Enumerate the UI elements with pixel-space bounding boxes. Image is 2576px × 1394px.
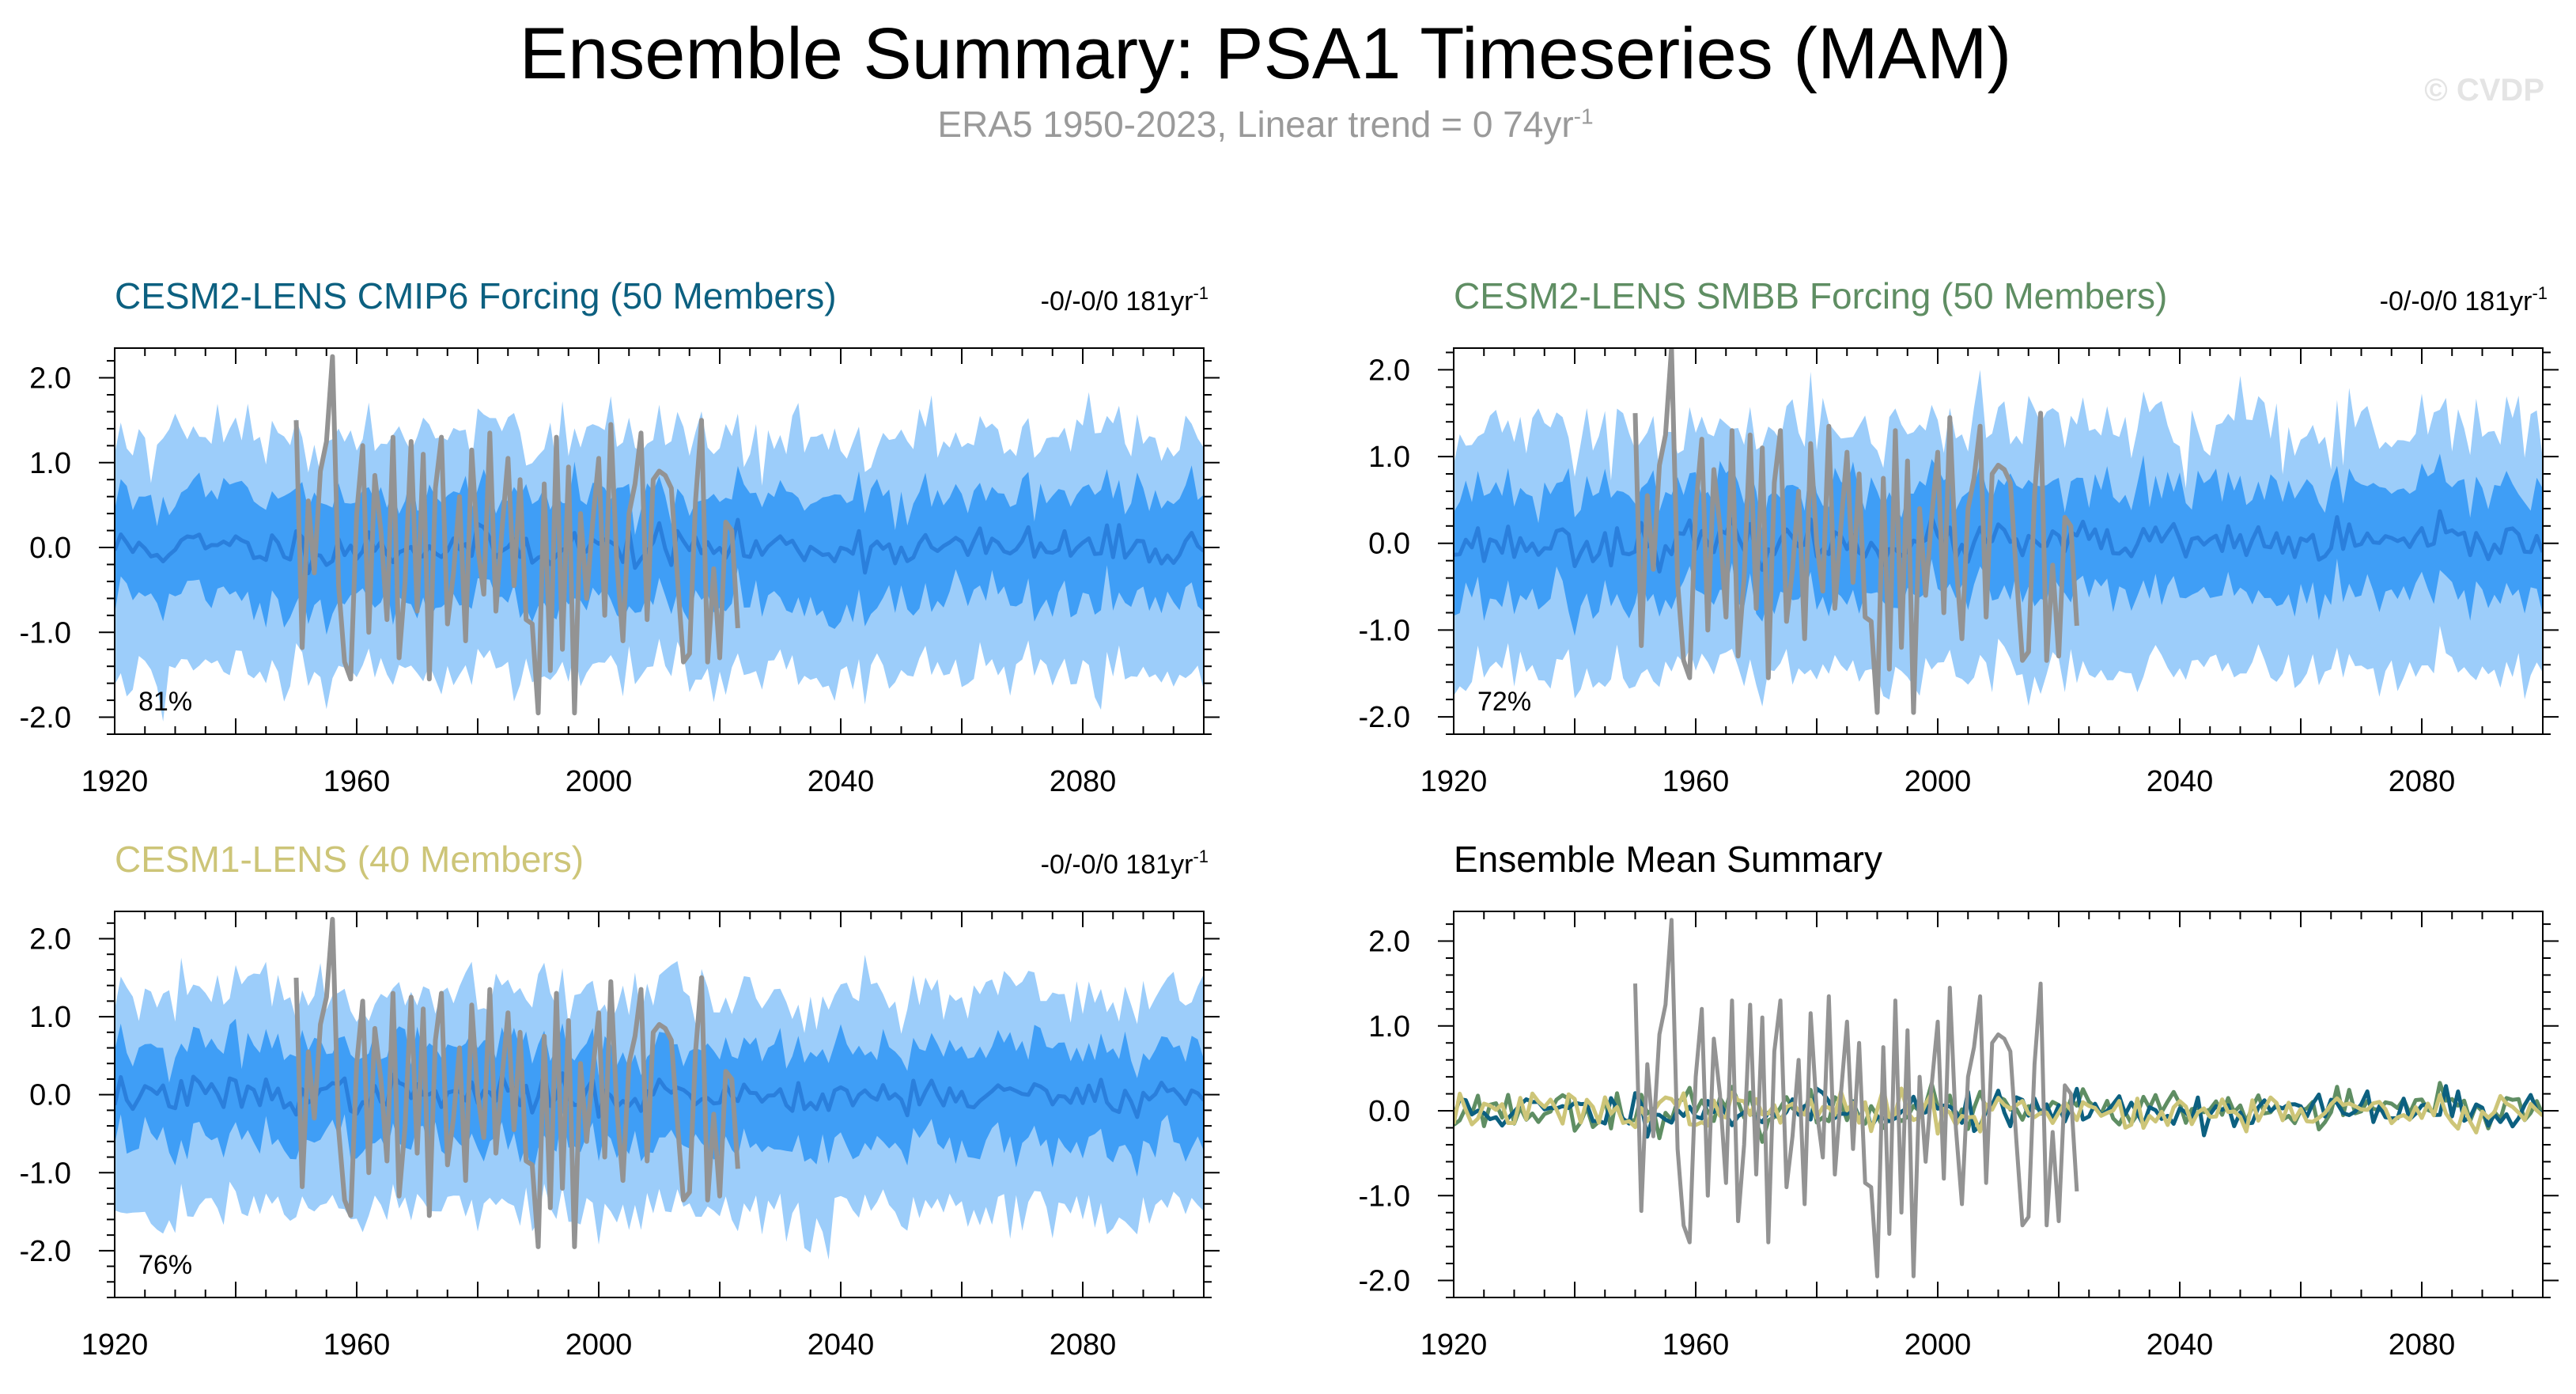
trend-label-smbb: -0/-0/0 181yr-1	[2380, 283, 2548, 316]
x-tick-label-smbb: 2080	[2389, 765, 2456, 798]
y-tick-label-summary: -1.0	[1359, 1180, 1410, 1213]
ensemble-mean-line-cesm1	[115, 1070, 1204, 1119]
subtitle-text: ERA5 1950-2023, Linear trend = 0 74yr	[937, 104, 1574, 145]
y-tick-label-smbb: 2.0	[1368, 354, 1410, 387]
y-tick-label-summary: 2.0	[1368, 926, 1410, 959]
band-inner-smbb	[1454, 453, 2543, 636]
x-tick-label-cmip6: 2040	[808, 765, 875, 798]
band-inner-cmip6	[115, 461, 1204, 635]
obs-line-cmip6	[293, 354, 740, 716]
y-tick-label-cesm1: 2.0	[29, 923, 71, 956]
figure-title: Ensemble Summary: PSA1 Timeseries (MAM)	[519, 13, 2012, 94]
y-tick-label-cmip6: -1.0	[20, 616, 71, 650]
percent-label-cesm1: 76%	[138, 1250, 192, 1280]
trend-text: -0/-0/0 181yr	[2380, 286, 2532, 316]
x-tick-label-smbb: 2040	[2147, 765, 2214, 798]
x-tick-label-cmip6: 1960	[323, 765, 391, 798]
y-tick-label-summary: -2.0	[1359, 1265, 1410, 1298]
y-tick-label-cmip6: 2.0	[29, 362, 71, 396]
panel-title-summary: Ensemble Mean Summary	[1454, 839, 1882, 880]
figure-subtitle: ERA5 1950-2023, Linear trend = 0 74yr-1	[0, 103, 2531, 146]
y-tick-label-summary: 0.0	[1368, 1095, 1410, 1128]
y-tick-label-smbb: -2.0	[1359, 701, 1410, 734]
x-tick-label-summary: 2040	[2147, 1328, 2214, 1362]
y-tick-label-summary: 1.0	[1368, 1010, 1410, 1044]
panel-title-smbb: CESM2-LENS SMBB Forcing (50 Members)	[1454, 275, 2167, 316]
panel-title-cesm1: CESM1-LENS (40 Members)	[115, 839, 584, 880]
trend-label-cmip6: -0/-0/0 181yr-1	[1041, 283, 1209, 316]
subtitle-superscript: -1	[1573, 104, 1594, 129]
y-tick-label-cesm1: 1.0	[29, 1001, 71, 1034]
y-tick-label-cmip6: 1.0	[29, 447, 71, 480]
ensemble-mean-line-smbb	[1454, 509, 2543, 574]
x-tick-label-summary: 2080	[2389, 1328, 2456, 1362]
y-tick-label-smbb: -1.0	[1359, 614, 1410, 647]
panel-title-cmip6: CESM2-LENS CMIP6 Forcing (50 Members)	[115, 275, 837, 316]
x-tick-label-summary: 1960	[1662, 1328, 1730, 1362]
cvdp-watermark: © CVDP	[2424, 73, 2544, 108]
ensemble-mean-line-cmip6	[115, 517, 1204, 575]
x-tick-label-smbb: 2000	[1905, 765, 1972, 798]
x-tick-label-smbb: 1920	[1420, 765, 1488, 798]
y-tick-label-cesm1: 0.0	[29, 1079, 71, 1112]
x-tick-label-cmip6: 2080	[1050, 765, 1117, 798]
trend-label-cesm1: -0/-0/0 181yr-1	[1041, 847, 1209, 880]
x-tick-label-summary: 1920	[1420, 1328, 1488, 1362]
x-tick-label-smbb: 1960	[1662, 765, 1730, 798]
y-tick-label-cmip6: -2.0	[20, 702, 71, 735]
summary-line-cmip6	[1454, 1084, 2543, 1139]
y-tick-label-cmip6: 0.0	[29, 532, 71, 565]
x-tick-label-cmip6: 1920	[81, 765, 149, 798]
trend-text: -0/-0/0 181yr	[1041, 850, 1193, 880]
x-tick-label-cesm1: 2040	[808, 1328, 875, 1362]
trend-sup: -1	[2532, 283, 2548, 303]
trend-sup: -1	[1193, 283, 1209, 303]
y-tick-label-smbb: 0.0	[1368, 528, 1410, 561]
summary-line-cesm1	[1454, 1086, 2543, 1136]
x-tick-label-cesm1: 2080	[1050, 1328, 1117, 1362]
x-tick-label-cesm1: 1960	[323, 1328, 391, 1362]
y-tick-label-cesm1: -2.0	[20, 1235, 71, 1268]
x-tick-label-cesm1: 2000	[566, 1328, 633, 1362]
x-tick-label-cesm1: 1920	[81, 1328, 149, 1362]
x-tick-label-cmip6: 2000	[566, 765, 633, 798]
trend-sup: -1	[1193, 847, 1209, 866]
percent-label-cmip6: 81%	[138, 687, 192, 717]
summary-obs-line	[1633, 918, 2079, 1278]
percent-label-smbb: 72%	[1477, 687, 1531, 717]
y-tick-label-smbb: 1.0	[1368, 441, 1410, 474]
y-tick-label-cesm1: -1.0	[20, 1157, 71, 1190]
obs-line-cesm1	[293, 916, 740, 1249]
trend-text: -0/-0/0 181yr	[1041, 286, 1193, 316]
x-tick-label-summary: 2000	[1905, 1328, 1972, 1362]
obs-line-smbb	[1632, 348, 2079, 715]
